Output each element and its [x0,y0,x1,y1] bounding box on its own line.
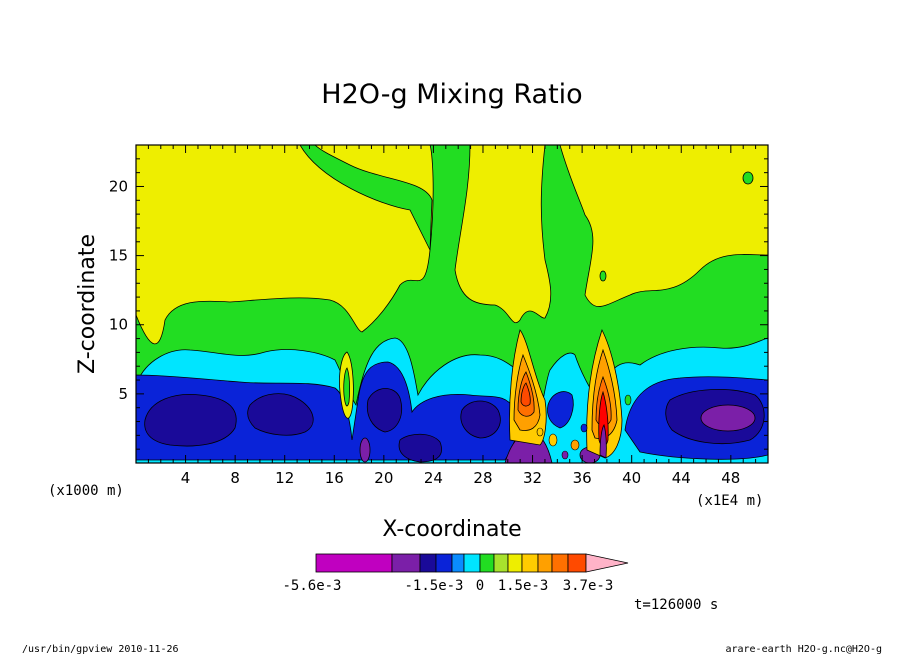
contour-field [136,145,768,463]
cell-2 [570,439,580,451]
x-axis-label: X-coordinate [382,517,521,542]
field-green-dot [742,171,754,185]
x-tick-label: 16 [325,469,344,487]
plume-left-l4 [520,382,531,407]
colorbar-label: 3.7e-3 [563,578,614,594]
navy-core-c [366,388,402,433]
x-tick-label: 24 [424,469,443,487]
y-axis-label: Z-coordinate [75,234,100,374]
field-green-dot-mid [599,270,607,282]
plume-right-core [599,424,607,459]
x-unit-left: (x1000 m) [48,483,124,499]
colorbar-segment [435,553,453,573]
cell-5 [580,423,588,433]
x-tick-label: 44 [672,469,691,487]
colorbar-labels: -5.6e-3 -1.5e-3 0 1.5e-3 3.7e-3 [282,578,613,594]
colorbar-label: 1.5e-3 [498,578,549,594]
x-tick-label: 12 [275,469,294,487]
colorbar-segment [479,553,495,573]
colorbar-segment [567,553,587,573]
y-tick-label: 5 [118,385,128,403]
cell-3 [561,450,569,460]
x-tick-label: 36 [573,469,592,487]
x-tick-label: 48 [721,469,740,487]
time-label: t=126000 s [634,597,718,613]
field-green-tongue [299,145,433,251]
colorbar-segment [537,553,553,573]
axis-ticks [136,145,768,463]
navy-core-b [247,393,314,436]
cell-1 [548,433,558,447]
colorbar-segment [391,553,421,573]
cell-6 [536,427,544,437]
field-plume-left [509,329,547,446]
x-tick-label: 20 [374,469,393,487]
y-tick-label: 20 [109,177,128,195]
colorbar-label: 0 [476,578,484,594]
colorbar-segment [463,553,481,573]
colorbar [315,553,629,573]
field-green-lens [343,367,350,407]
x-tick-label: 8 [230,469,240,487]
colorbar-segment [521,553,539,573]
x-tick-label: 40 [622,469,641,487]
plot-frame [135,144,769,464]
navy-core-a [144,394,237,447]
x-tick-labels: 4 8 12 16 20 24 28 32 36 40 44 48 [181,469,741,487]
footer-left: /usr/bin/gpview 2010-11-26 [22,644,179,654]
colorbar-segment [507,553,523,573]
colorbar-segment [551,553,569,573]
field-plume-right [586,328,623,459]
colorbar-segment [493,553,509,573]
field-purple-blobs [359,404,756,463]
colorbar-segment [451,553,465,573]
x-tick-label: 32 [523,469,542,487]
field-small-cells [536,394,632,460]
y-tick-labels: 5 10 15 20 [109,177,128,402]
cell-4 [624,394,632,406]
x-unit-right: (x1E4 m) [696,493,763,509]
colorbar-segment [315,553,393,573]
navy-core-e [398,433,442,463]
purple-blob-left [359,437,371,463]
colorbar-label: -5.6e-3 [282,578,341,594]
navy-core-d [460,400,501,439]
x-tick-label: 4 [181,469,191,487]
colorbar-label: -1.5e-3 [404,578,463,594]
y-tick-label: 15 [109,247,128,265]
field-navy-cores [144,388,765,463]
y-tick-label: 10 [109,316,128,334]
chart-title: H2O-g Mixing Ratio [321,79,582,110]
field-blue-blob-mid [547,391,574,429]
x-tick-label: 28 [473,469,492,487]
colorbar-segment [419,553,437,573]
footer-right: arare-earth_H2O-g.nc@H2O-g [725,644,882,654]
colorbar-arrow [585,553,629,573]
purple-blob-right [700,404,756,432]
